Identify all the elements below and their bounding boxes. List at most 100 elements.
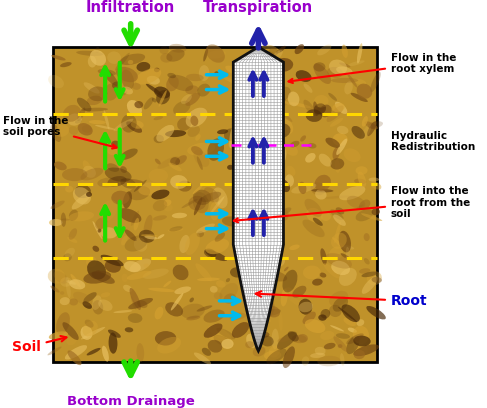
Ellipse shape — [354, 79, 366, 85]
Ellipse shape — [361, 213, 382, 221]
Ellipse shape — [141, 234, 158, 237]
Ellipse shape — [132, 83, 141, 90]
Ellipse shape — [69, 126, 78, 135]
Ellipse shape — [260, 175, 276, 186]
Ellipse shape — [109, 333, 117, 354]
Ellipse shape — [230, 267, 244, 277]
Ellipse shape — [99, 139, 109, 144]
Ellipse shape — [208, 326, 232, 341]
Ellipse shape — [177, 118, 191, 131]
Ellipse shape — [178, 181, 192, 192]
Ellipse shape — [277, 332, 297, 349]
Ellipse shape — [286, 166, 296, 176]
Ellipse shape — [299, 299, 312, 315]
Ellipse shape — [115, 53, 130, 71]
Ellipse shape — [352, 126, 365, 139]
Ellipse shape — [60, 62, 72, 67]
Ellipse shape — [154, 307, 164, 319]
Ellipse shape — [166, 76, 179, 91]
Ellipse shape — [203, 48, 208, 62]
Ellipse shape — [261, 118, 271, 135]
Ellipse shape — [163, 281, 171, 287]
Ellipse shape — [121, 235, 128, 246]
Ellipse shape — [295, 44, 304, 54]
Ellipse shape — [228, 140, 238, 147]
Ellipse shape — [215, 233, 225, 242]
Ellipse shape — [274, 58, 293, 72]
Text: Transpiration: Transpiration — [203, 0, 314, 16]
Ellipse shape — [235, 168, 248, 177]
Ellipse shape — [126, 121, 142, 133]
Ellipse shape — [66, 277, 71, 298]
Ellipse shape — [343, 148, 360, 162]
Ellipse shape — [144, 97, 154, 109]
Ellipse shape — [284, 266, 289, 271]
Ellipse shape — [149, 169, 168, 183]
Ellipse shape — [298, 334, 308, 342]
Ellipse shape — [315, 175, 331, 191]
Ellipse shape — [282, 270, 298, 293]
Ellipse shape — [275, 149, 286, 170]
Ellipse shape — [276, 207, 291, 217]
Ellipse shape — [343, 317, 356, 326]
Ellipse shape — [165, 130, 186, 137]
Ellipse shape — [346, 247, 350, 262]
Ellipse shape — [128, 60, 133, 64]
Ellipse shape — [93, 300, 103, 315]
Ellipse shape — [337, 126, 348, 134]
Ellipse shape — [354, 344, 379, 356]
Ellipse shape — [47, 347, 62, 355]
Ellipse shape — [197, 156, 203, 170]
Ellipse shape — [354, 350, 365, 359]
Ellipse shape — [354, 343, 368, 355]
Ellipse shape — [204, 310, 225, 323]
Ellipse shape — [182, 199, 198, 208]
Ellipse shape — [252, 49, 277, 60]
Ellipse shape — [348, 328, 357, 333]
Ellipse shape — [288, 91, 300, 106]
Text: Bottom Drainage: Bottom Drainage — [67, 395, 194, 408]
Ellipse shape — [169, 226, 183, 231]
Ellipse shape — [95, 47, 100, 53]
Ellipse shape — [222, 339, 234, 349]
Ellipse shape — [329, 246, 343, 261]
Ellipse shape — [167, 49, 185, 62]
Ellipse shape — [71, 274, 81, 288]
Ellipse shape — [359, 200, 370, 210]
Ellipse shape — [123, 285, 132, 292]
Ellipse shape — [77, 108, 85, 121]
Ellipse shape — [153, 200, 168, 211]
Ellipse shape — [151, 190, 169, 200]
Ellipse shape — [83, 166, 96, 178]
Ellipse shape — [172, 213, 187, 218]
Ellipse shape — [338, 307, 357, 322]
Ellipse shape — [333, 297, 348, 312]
Ellipse shape — [253, 218, 279, 229]
Ellipse shape — [63, 253, 72, 261]
Ellipse shape — [276, 46, 286, 53]
Ellipse shape — [147, 76, 160, 84]
Ellipse shape — [255, 331, 269, 338]
Ellipse shape — [362, 276, 378, 294]
Ellipse shape — [262, 44, 281, 55]
Ellipse shape — [227, 165, 234, 170]
Ellipse shape — [130, 259, 151, 273]
Ellipse shape — [366, 306, 386, 319]
Ellipse shape — [61, 219, 70, 221]
Ellipse shape — [129, 186, 150, 200]
Ellipse shape — [60, 297, 70, 305]
Ellipse shape — [169, 44, 187, 53]
Ellipse shape — [95, 270, 101, 275]
Ellipse shape — [118, 208, 141, 223]
Ellipse shape — [283, 346, 295, 368]
Ellipse shape — [312, 279, 323, 286]
Ellipse shape — [330, 209, 344, 220]
Ellipse shape — [120, 166, 127, 173]
Ellipse shape — [186, 316, 200, 320]
Ellipse shape — [60, 277, 72, 287]
Ellipse shape — [310, 353, 325, 358]
Ellipse shape — [248, 126, 275, 143]
Bar — [53, 47, 377, 362]
Ellipse shape — [194, 150, 209, 167]
Ellipse shape — [137, 300, 148, 308]
